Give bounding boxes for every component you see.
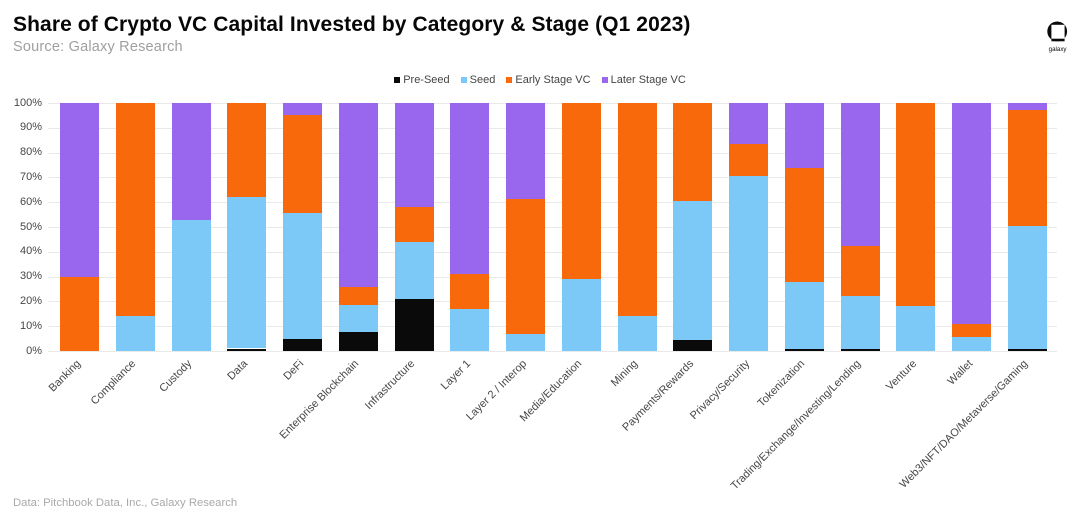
svg-text:galaxy: galaxy — [1049, 46, 1068, 53]
